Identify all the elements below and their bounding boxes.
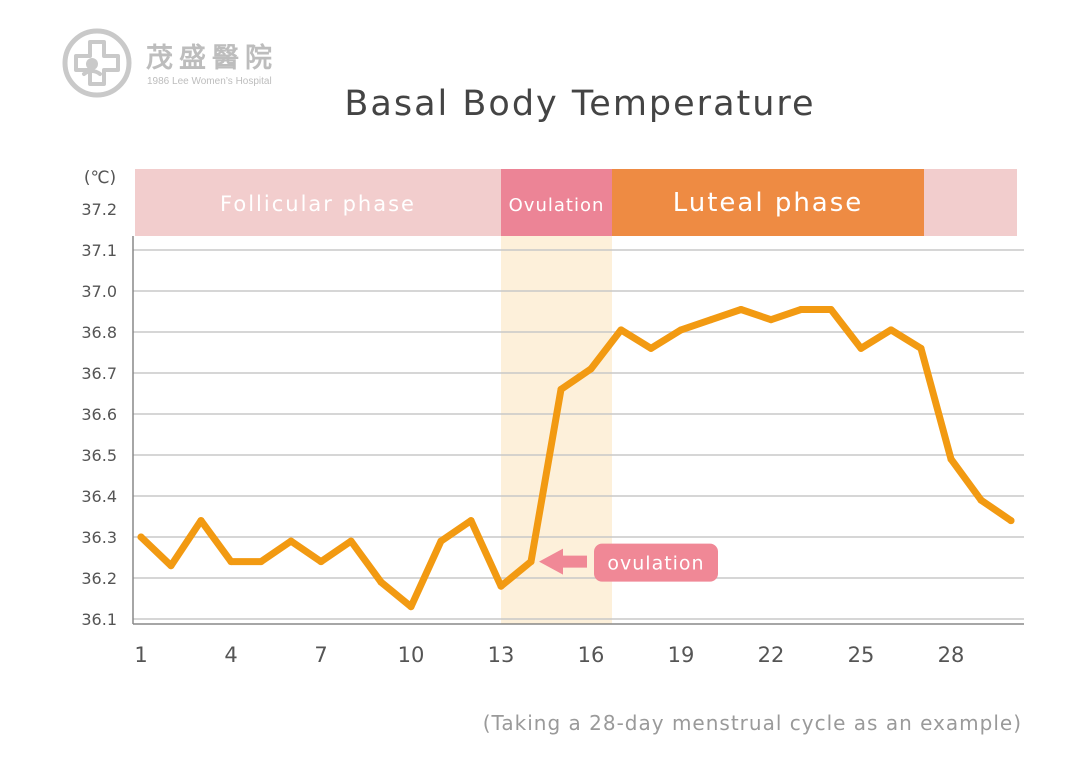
y-tick-label: 36.6 xyxy=(81,405,117,424)
y-tick-label: 37.1 xyxy=(81,241,117,260)
x-tick-label: 16 xyxy=(578,643,605,667)
temperature-point-day-17 xyxy=(617,326,625,334)
temperature-point-day-2 xyxy=(167,562,175,570)
temperature-point-day-1 xyxy=(137,533,145,541)
temperature-point-day-24 xyxy=(827,305,835,313)
temperature-series xyxy=(137,305,1015,611)
temperature-point-day-25 xyxy=(857,344,865,352)
temperature-point-day-11 xyxy=(437,537,445,545)
ovulation-arrow-icon xyxy=(539,548,587,575)
temperature-point-day-6 xyxy=(287,537,295,545)
temperature-point-day-8 xyxy=(347,537,355,545)
temperature-point-day-22 xyxy=(767,316,775,324)
hospital-subtitle: 1986 Lee Women’s Hospital xyxy=(147,76,272,87)
y-tick-label: 36.4 xyxy=(81,487,117,506)
phase-band-follicular-phase xyxy=(135,169,501,236)
x-tick-label: 22 xyxy=(758,643,785,667)
y-tick-label: 36.7 xyxy=(81,364,117,383)
temperature-point-day-18 xyxy=(647,344,655,352)
axis-labels: (℃) 36.1 36.2 36.3 36.4 36.5 36.6 36.7 36.8 37.0 3… xyxy=(81,168,964,667)
temperature-point-day-13 xyxy=(497,582,505,590)
temperature-point-day-29 xyxy=(977,496,985,504)
chart-note: (Taking a 28-day menstrual cycle as an e… xyxy=(482,711,1022,735)
hospital-logo-icon xyxy=(62,28,132,98)
temperature-point-day-20 xyxy=(707,316,715,324)
y-tick-label: 37.0 xyxy=(81,282,117,301)
temperature-point-day-26 xyxy=(887,326,895,334)
chart-title: Basal Body Temperature xyxy=(344,84,816,124)
y-tick-label: 36.2 xyxy=(81,569,117,588)
x-tick-label: 4 xyxy=(224,643,237,667)
axes xyxy=(132,236,1024,625)
temperature-point-day-12 xyxy=(467,517,475,525)
temperature-point-day-30 xyxy=(1007,517,1015,525)
y-tick-label: 37.2 xyxy=(81,200,117,219)
phase-label-luteal-phase: Luteal phase xyxy=(673,188,864,218)
phase-band-luteal-phase xyxy=(612,169,924,236)
temperature-point-day-9 xyxy=(377,578,385,586)
temperature-point-day-15 xyxy=(557,385,565,393)
x-tick-label: 28 xyxy=(938,643,965,667)
phase-band-end xyxy=(924,169,1017,236)
x-tick-label: 19 xyxy=(668,643,695,667)
temperature-point-day-10 xyxy=(407,603,415,611)
y-tick-label: 36.5 xyxy=(81,446,117,465)
hospital-name: 茂盛醫院 xyxy=(146,43,278,74)
x-tick-label: 10 xyxy=(398,643,425,667)
y-tick-label: 36.8 xyxy=(81,323,117,342)
temperature-line xyxy=(137,306,1015,611)
phase-label-ovulation: Ovulation xyxy=(509,195,605,216)
x-tick-label: 1 xyxy=(134,643,147,667)
temperature-point-day-23 xyxy=(797,305,805,313)
temperature-point-day-27 xyxy=(917,344,925,352)
hospital-logo: 茂盛醫院 1986 Lee Women’s Hospital xyxy=(62,28,302,100)
temperature-point-day-4 xyxy=(227,558,235,566)
grid-lines xyxy=(133,249,1024,620)
phase-bands: Follicular phase Ovulation Luteal phase xyxy=(135,169,1017,624)
bbt-line-chart: Follicular phase Ovulation Luteal phase ov… xyxy=(81,168,1024,667)
phase-label-follicular-phase: Follicular phase xyxy=(220,192,416,216)
x-tick-label: 25 xyxy=(848,643,875,667)
temperature-point-day-14 xyxy=(527,558,535,566)
x-tick-label: 13 xyxy=(488,643,515,667)
y-tick-label: 36.3 xyxy=(81,528,117,547)
temperature-point-day-5 xyxy=(257,558,265,566)
ovulation-label-text: ovulation xyxy=(607,553,704,575)
ovulation-annotation: ovulation xyxy=(539,543,718,582)
temperature-point-day-3 xyxy=(197,517,205,525)
y-tick-label: 36.1 xyxy=(81,610,117,629)
ovulation-label-badge xyxy=(594,543,718,582)
phase-band-ovulation xyxy=(501,169,612,236)
temperature-point-day-21 xyxy=(737,305,745,313)
temperature-point-day-16 xyxy=(587,365,595,373)
temperature-point-day-19 xyxy=(677,326,685,334)
temperature-point-day-28 xyxy=(947,455,955,463)
x-tick-label: 7 xyxy=(314,643,327,667)
y-axis-unit: (℃) xyxy=(84,168,116,188)
temperature-point-day-7 xyxy=(317,558,325,566)
